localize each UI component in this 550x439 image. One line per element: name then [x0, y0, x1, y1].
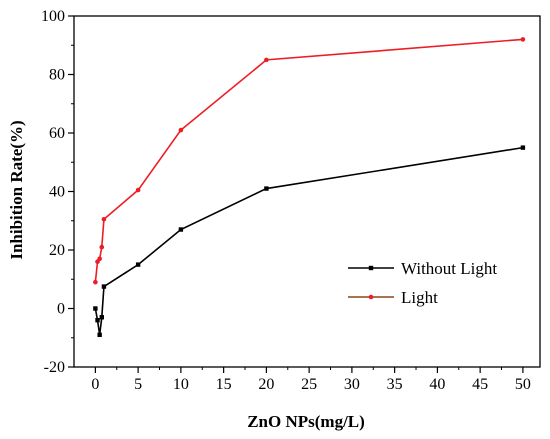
data-point-light [520, 37, 526, 42]
data-point-without-light [97, 332, 102, 338]
y-tick-label: 60 [49, 125, 65, 142]
data-point-without-light [95, 318, 100, 323]
plot-frame [73, 15, 541, 368]
y-tick-label: 0 [57, 301, 65, 318]
series-line-without-light [94, 146, 524, 335]
x-tick-label: 25 [301, 376, 317, 393]
data-point-without-light [99, 315, 104, 320]
x-tick-label: 45 [472, 376, 488, 393]
x-tick-label: 0 [91, 376, 99, 393]
y-tick-label: -20 [44, 359, 65, 376]
data-point-without-light [101, 284, 107, 289]
y-axis-title: Inhibition Rate(%) [7, 120, 26, 259]
x-tick-label: 15 [216, 376, 232, 393]
x-tick-label: 50 [515, 376, 531, 393]
data-point-without-light [520, 145, 526, 150]
x-tick-label: 5 [134, 376, 142, 393]
y-tick-label: 80 [49, 67, 65, 84]
legend-label-without-light: Without Light [401, 259, 497, 278]
y-tick-label: 100 [41, 8, 65, 25]
x-tick-label: 30 [344, 376, 360, 393]
legend-marker-light [368, 294, 374, 300]
x-tick-label: 10 [173, 376, 189, 393]
data-point-without-light [264, 186, 269, 191]
legend: Without Light Light [348, 259, 497, 307]
x-axis-title: ZnO NPs(mg/L) [247, 412, 365, 431]
plot-area [93, 37, 526, 338]
x-tick-label: 35 [387, 376, 403, 393]
data-point-without-light [178, 227, 184, 232]
data-point-light [101, 216, 107, 222]
legend-label-light: Light [401, 288, 438, 307]
series-line-light [94, 38, 523, 283]
y-tick-label: 20 [49, 242, 65, 259]
data-point-light [178, 127, 184, 133]
x-tick-label: 20 [258, 376, 274, 393]
data-point-light [135, 187, 141, 193]
data-point-without-light [93, 306, 98, 311]
legend-marker-without-light [368, 265, 374, 271]
y-tick-label: 40 [49, 184, 65, 201]
data-point-without-light [135, 262, 141, 267]
data-point-light [264, 57, 269, 63]
data-point-light [97, 256, 102, 262]
data-point-light [99, 244, 105, 250]
axes: 0 5 10 15 20 25 30 35 40 45 50 -20 0 20 40 60 80 100 [41, 8, 541, 393]
data-point-light [93, 279, 98, 285]
x-tick-label: 40 [429, 376, 445, 393]
